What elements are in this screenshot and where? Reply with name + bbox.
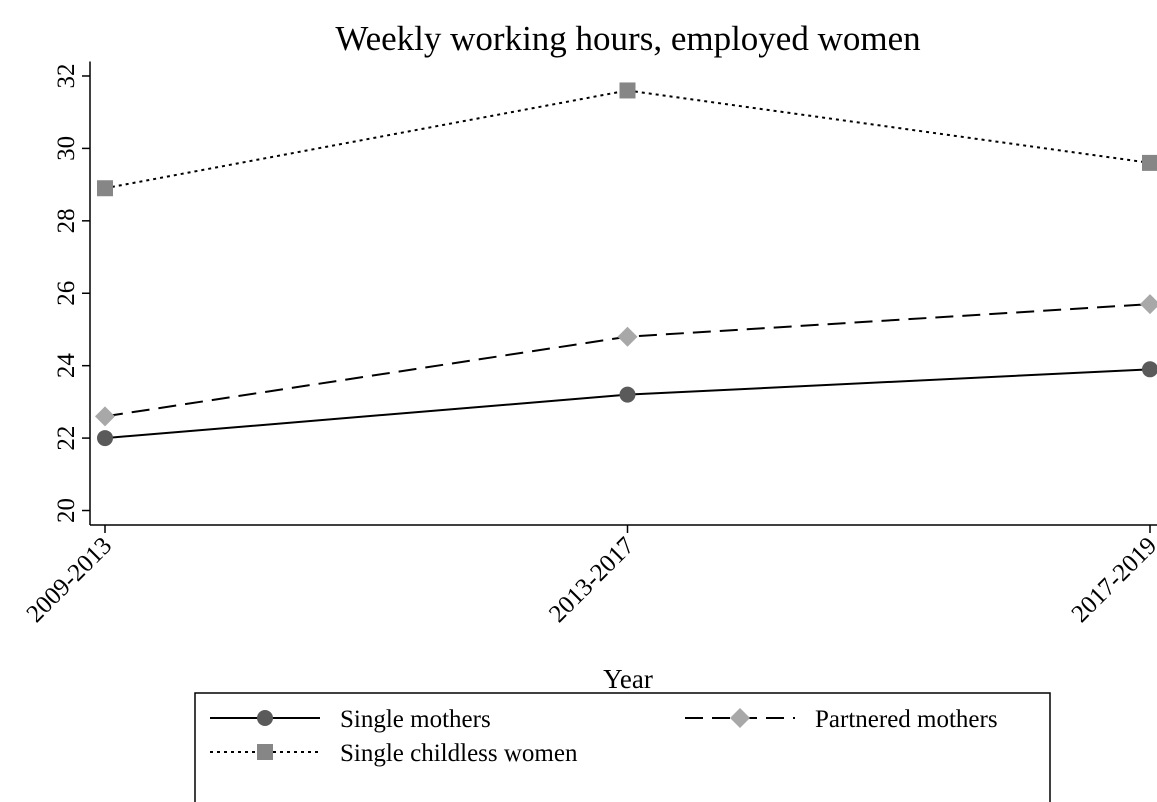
x-axis-label: Year <box>603 664 653 694</box>
marker <box>619 82 636 99</box>
marker <box>1140 294 1157 315</box>
legend-label: Partnered mothers <box>815 706 998 733</box>
series-line <box>104 368 1151 440</box>
x-tick-label: 2017-2019 <box>1067 532 1157 628</box>
marker <box>1142 361 1157 378</box>
y-tick-label: 28 <box>53 208 80 233</box>
y-tick-label: 26 <box>53 281 80 306</box>
chart-title: Weekly working hours, employed women <box>335 19 920 58</box>
marker <box>1142 154 1157 171</box>
series-line <box>104 89 1151 190</box>
marker <box>257 710 273 726</box>
marker <box>95 406 115 427</box>
legend-label: Single childless women <box>340 740 578 767</box>
marker <box>97 430 113 447</box>
marker <box>97 180 113 197</box>
marker <box>619 386 636 403</box>
x-tick-label: 2013-2017 <box>544 532 640 628</box>
y-tick-label: 20 <box>53 498 80 523</box>
legend-box <box>194 692 1051 802</box>
x-tick-label: 2009-2013 <box>22 532 118 628</box>
marker <box>730 708 750 728</box>
legend-label: Single mothers <box>340 706 491 733</box>
y-tick-label: 24 <box>53 353 80 379</box>
marker <box>257 744 273 760</box>
y-tick-label: 32 <box>53 63 80 88</box>
marker <box>617 326 638 347</box>
y-tick-label: 22 <box>53 426 80 451</box>
y-tick-label: 30 <box>53 136 80 161</box>
